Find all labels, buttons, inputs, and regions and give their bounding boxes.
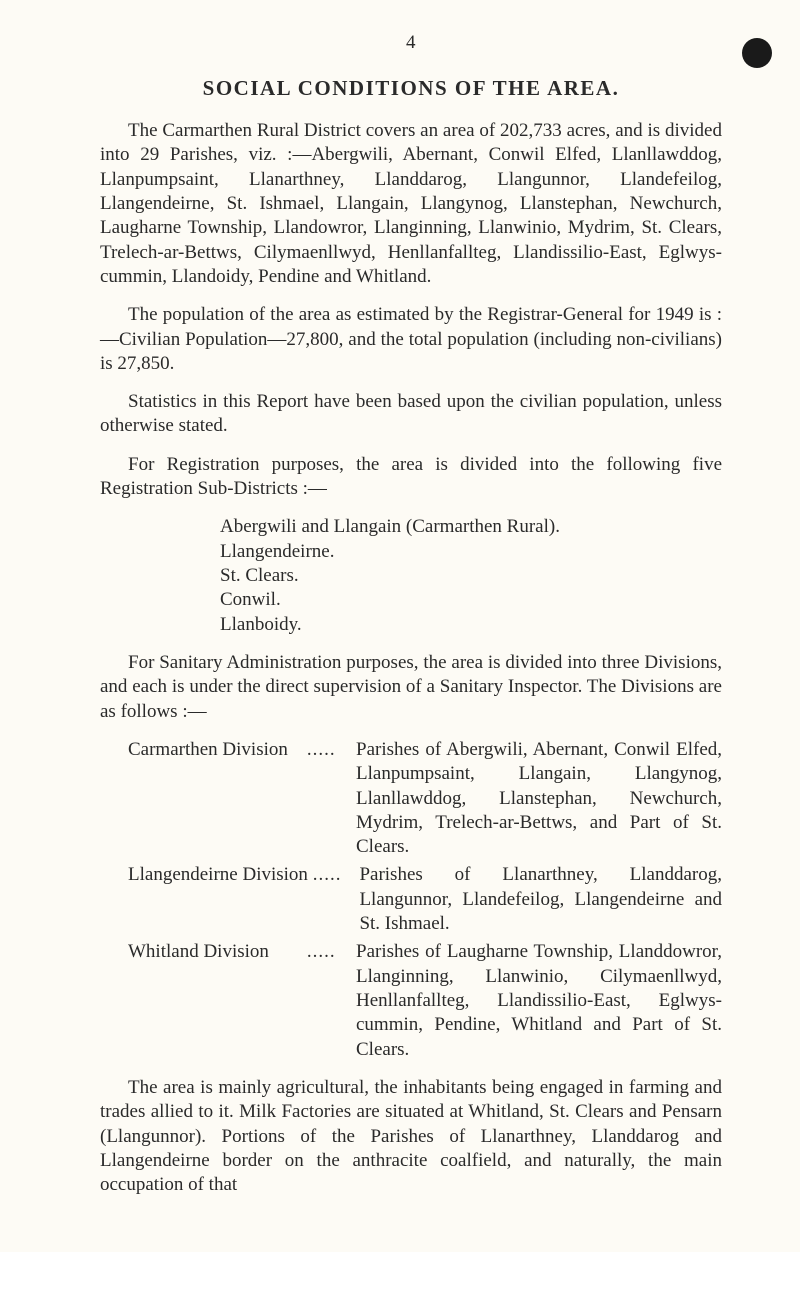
division-name: Whitland Division bbox=[128, 941, 269, 962]
division-label: Whitland Division ..... bbox=[100, 940, 338, 1062]
division-body: Parishes of Abergwili, Abernant, Conwil … bbox=[338, 738, 722, 860]
division-name: Llangendeirne Division bbox=[128, 864, 308, 885]
paragraph-agricultural: The area is mainly agricultural, the inh… bbox=[100, 1076, 722, 1198]
page-corner-mark bbox=[742, 38, 772, 68]
list-item: St. Clears. bbox=[220, 564, 722, 588]
division-label: Llangendeirne Division ..... bbox=[100, 863, 341, 936]
leader-dots: ..... bbox=[307, 941, 336, 962]
division-label: Carmarthen Division ..... bbox=[100, 738, 338, 860]
paragraph-registration-intro: For Registration purposes, the area is d… bbox=[100, 453, 722, 502]
page-number: 4 bbox=[100, 32, 722, 54]
sub-districts-list: Abergwili and Llangain (Carmarthen Rural… bbox=[100, 515, 722, 637]
list-item: Llanboidy. bbox=[220, 613, 722, 637]
leader-dots: ..... bbox=[307, 739, 336, 760]
division-row: Whitland Division ..... Parishes of Laug… bbox=[100, 940, 722, 1062]
dot-icon bbox=[742, 38, 772, 68]
paragraph-sanitary-intro: For Sanitary Administration purposes, th… bbox=[100, 651, 722, 724]
division-row: Carmarthen Division ..... Parishes of Ab… bbox=[100, 738, 722, 860]
document-page: 4 SOCIAL CONDITIONS OF THE AREA. The Car… bbox=[0, 0, 800, 1252]
list-item: Llangendeirne. bbox=[220, 540, 722, 564]
division-name: Carmarthen Division bbox=[128, 739, 288, 760]
section-title: SOCIAL CONDITIONS OF THE AREA. bbox=[100, 76, 722, 101]
paragraph-intro: The Carmarthen Rural District covers an … bbox=[100, 119, 722, 289]
division-row: Llangendeirne Division ..... Parishes of… bbox=[100, 863, 722, 936]
division-body: Parishes of Llanarthney, Llan­ddarog, Ll… bbox=[341, 863, 722, 936]
division-body: Parishes of Laugharne Township, Llanddow… bbox=[338, 940, 722, 1062]
paragraph-statistics: Statistics in this Report have been base… bbox=[100, 390, 722, 439]
leader-dots: ..... bbox=[313, 864, 342, 885]
paragraph-population: The population of the area as estimated … bbox=[100, 303, 722, 376]
list-item: Abergwili and Llangain (Carmarthen Rural… bbox=[220, 515, 722, 539]
list-item: Conwil. bbox=[220, 588, 722, 612]
